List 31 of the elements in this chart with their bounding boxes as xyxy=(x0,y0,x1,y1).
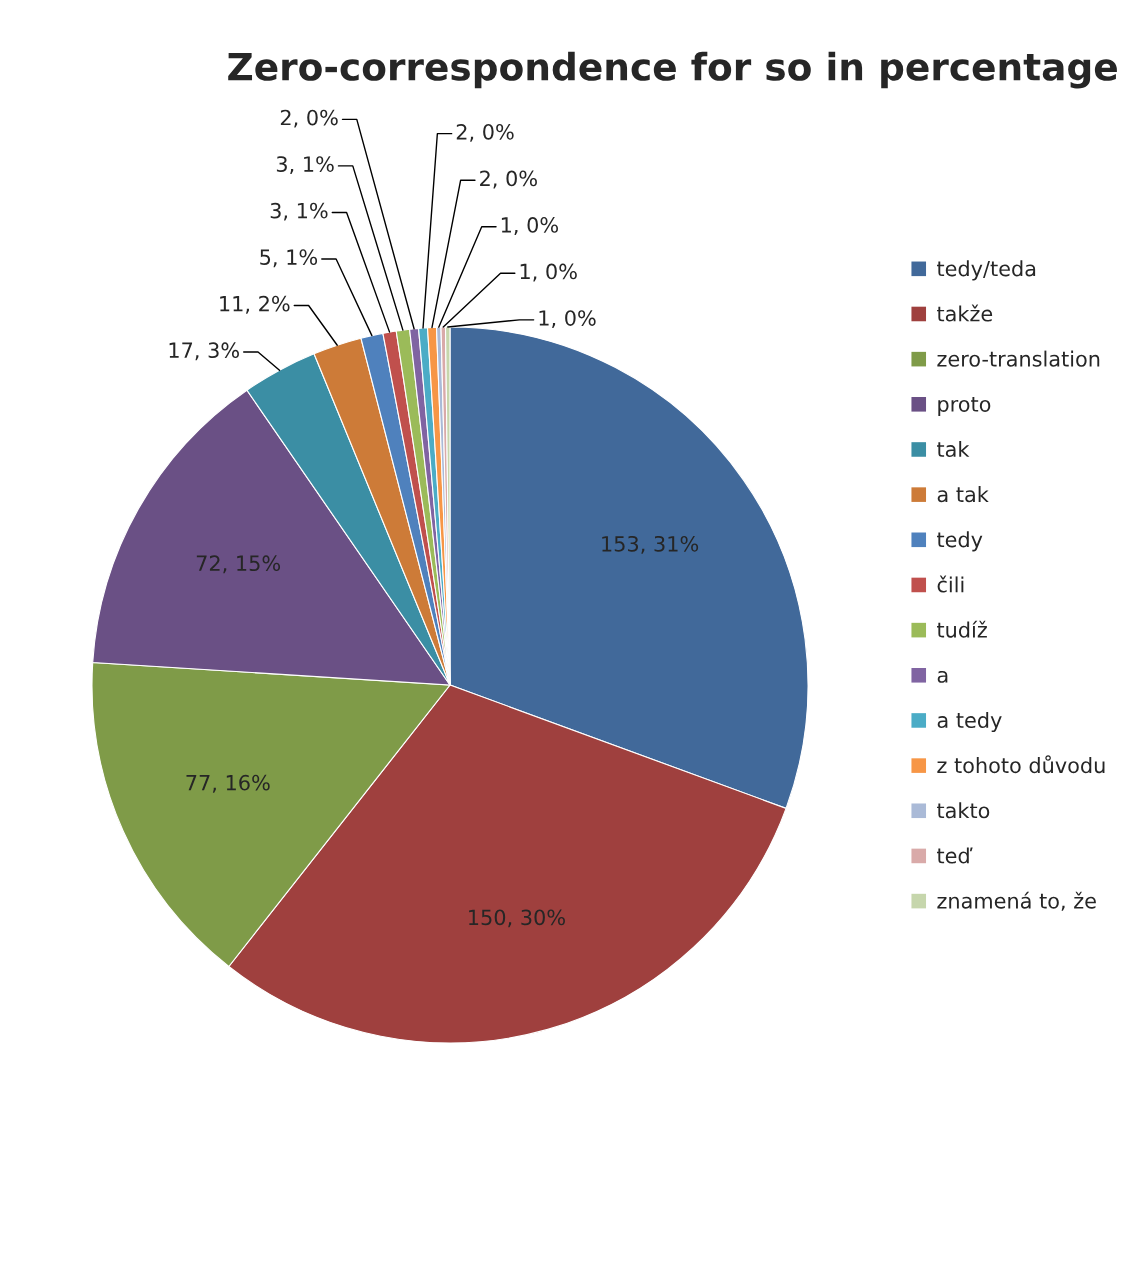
data-label: 3, 1% xyxy=(276,156,334,175)
legend-label: takto xyxy=(937,802,990,819)
data-label: 1, 0% xyxy=(539,310,596,329)
data-label: 72, 15% xyxy=(196,555,281,574)
legend-label: tak xyxy=(937,440,970,458)
data-label: 150, 30% xyxy=(469,909,565,928)
legend-label: zero-translation xyxy=(937,350,1100,367)
legend-label: a tak xyxy=(937,486,989,503)
legend-label: teď xyxy=(937,847,973,864)
data-label: 153, 31% xyxy=(602,535,699,554)
legend-label: a tedy xyxy=(937,711,1002,733)
data-label: 3, 1% xyxy=(270,202,328,221)
data-label: 2, 0% xyxy=(480,170,537,189)
legend-label: z tohoto důvodu xyxy=(937,755,1105,774)
chart-title: Zero-correspondence for so in percentage xyxy=(228,51,1117,89)
data-label: 11, 2% xyxy=(220,295,290,314)
legend-label: takže xyxy=(937,304,993,322)
data-label: 77, 16% xyxy=(186,774,270,793)
legend-label: proto xyxy=(938,396,991,416)
data-label: 2, 0% xyxy=(456,123,514,142)
legend-label: znamená to, že xyxy=(937,891,1096,911)
data-label: 1, 0% xyxy=(501,217,559,235)
legend-label: tedy/teda xyxy=(937,260,1036,281)
legend-label: tedy xyxy=(937,531,983,552)
legend-label: tudíž xyxy=(937,620,987,638)
data-label: 1, 0% xyxy=(520,263,577,282)
legend-label: čili xyxy=(937,575,964,593)
data-label: 5, 1% xyxy=(260,249,318,268)
legend-label: a xyxy=(937,670,948,683)
data-label: 2, 0% xyxy=(280,109,338,128)
data-label: 17, 3% xyxy=(169,342,239,361)
